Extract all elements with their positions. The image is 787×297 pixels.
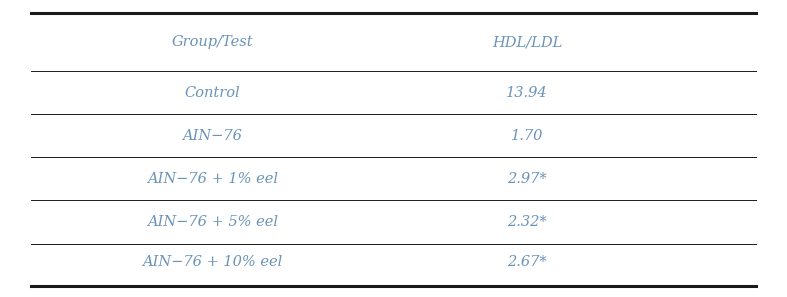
Text: 2.32*: 2.32*	[508, 215, 547, 229]
Text: 2.67*: 2.67*	[508, 255, 547, 269]
Text: 1.70: 1.70	[511, 129, 544, 143]
Text: Group/Test: Group/Test	[172, 35, 253, 49]
Text: AIN−76 + 10% eel: AIN−76 + 10% eel	[142, 255, 283, 269]
Text: AIN−76: AIN−76	[183, 129, 242, 143]
Text: AIN−76 + 1% eel: AIN−76 + 1% eel	[147, 172, 278, 186]
Text: 13.94: 13.94	[507, 86, 548, 100]
Text: Control: Control	[185, 86, 240, 100]
Text: HDL/LDL: HDL/LDL	[492, 35, 563, 49]
Text: 2.97*: 2.97*	[508, 172, 547, 186]
Text: AIN−76 + 5% eel: AIN−76 + 5% eel	[147, 215, 278, 229]
